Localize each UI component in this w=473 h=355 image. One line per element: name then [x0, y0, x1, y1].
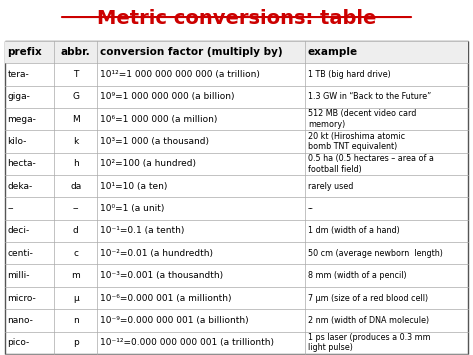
Text: T: T [73, 70, 79, 79]
Text: n: n [73, 316, 79, 325]
Text: 10¹²=1 000 000 000 000 (a trillion): 10¹²=1 000 000 000 000 (a trillion) [100, 70, 260, 79]
Text: 0.5 ha (0.5 hectares – area of a
football field): 0.5 ha (0.5 hectares – area of a footbal… [308, 154, 434, 174]
Text: tera-: tera- [8, 70, 29, 79]
Text: --: -- [308, 204, 314, 213]
Text: p: p [73, 338, 79, 347]
Text: 10⁻⁹=0.000 000 001 (a billionth): 10⁻⁹=0.000 000 001 (a billionth) [100, 316, 248, 325]
Text: --: -- [72, 204, 79, 213]
Text: 1.3 GW in “Back to the Future”: 1.3 GW in “Back to the Future” [308, 92, 431, 101]
Text: giga-: giga- [8, 92, 30, 101]
Text: 10⁻³=0.001 (a thousandth): 10⁻³=0.001 (a thousandth) [100, 271, 223, 280]
Text: 50 cm (average newborn  length): 50 cm (average newborn length) [308, 249, 443, 258]
Text: 1 dm (width of a hand): 1 dm (width of a hand) [308, 226, 400, 235]
Text: example: example [308, 47, 358, 57]
Text: 10⁹=1 000 000 000 (a billion): 10⁹=1 000 000 000 (a billion) [100, 92, 234, 101]
Text: h: h [73, 159, 79, 168]
Text: conversion factor (multiply by): conversion factor (multiply by) [100, 47, 282, 57]
Text: deci-: deci- [8, 226, 30, 235]
Text: d: d [73, 226, 79, 235]
Text: abbr.: abbr. [61, 47, 90, 57]
Text: 1 ps laser (produces a 0.3 mm
light pulse): 1 ps laser (produces a 0.3 mm light puls… [308, 333, 430, 353]
Text: 10²=100 (a hundred): 10²=100 (a hundred) [100, 159, 196, 168]
Text: pico-: pico- [8, 338, 30, 347]
Text: mega-: mega- [8, 115, 36, 124]
Text: micro-: micro- [8, 294, 36, 302]
Text: 2 nm (width of DNA molecule): 2 nm (width of DNA molecule) [308, 316, 429, 325]
FancyBboxPatch shape [5, 41, 468, 354]
Text: 1 TB (big hard drive): 1 TB (big hard drive) [308, 70, 391, 79]
Text: centi-: centi- [8, 249, 34, 258]
Text: c: c [73, 249, 78, 258]
Text: 10¹=10 (a ten): 10¹=10 (a ten) [100, 182, 167, 191]
Text: milli-: milli- [8, 271, 30, 280]
Text: G: G [72, 92, 79, 101]
FancyBboxPatch shape [5, 41, 468, 63]
Text: nano-: nano- [8, 316, 34, 325]
Text: kilo-: kilo- [8, 137, 27, 146]
Text: hecta-: hecta- [8, 159, 36, 168]
Text: 10³=1 000 (a thousand): 10³=1 000 (a thousand) [100, 137, 209, 146]
Text: m: m [71, 271, 80, 280]
Text: rarely used: rarely used [308, 182, 353, 191]
Text: da: da [70, 182, 81, 191]
Text: Metric conversions: table: Metric conversions: table [97, 9, 376, 28]
Text: 8 mm (width of a pencil): 8 mm (width of a pencil) [308, 271, 407, 280]
Text: 10⁻¹²=0.000 000 000 001 (a trillionth): 10⁻¹²=0.000 000 000 001 (a trillionth) [100, 338, 274, 347]
Text: 10⁶=1 000 000 (a million): 10⁶=1 000 000 (a million) [100, 115, 217, 124]
Text: 10⁰=1 (a unit): 10⁰=1 (a unit) [100, 204, 164, 213]
Text: 10⁻²=0.01 (a hundredth): 10⁻²=0.01 (a hundredth) [100, 249, 213, 258]
Text: μ: μ [73, 294, 79, 302]
Text: prefix: prefix [8, 47, 42, 57]
Text: 7 μm (size of a red blood cell): 7 μm (size of a red blood cell) [308, 294, 428, 302]
Text: 10⁻¹=0.1 (a tenth): 10⁻¹=0.1 (a tenth) [100, 226, 184, 235]
Text: M: M [72, 115, 79, 124]
Text: 512 MB (decent video card
memory): 512 MB (decent video card memory) [308, 109, 416, 129]
Text: --: -- [8, 204, 14, 213]
Text: 10⁻⁶=0.000 001 (a millionth): 10⁻⁶=0.000 001 (a millionth) [100, 294, 231, 302]
Text: 20 kt (Hiroshima atomic
bomb TNT equivalent): 20 kt (Hiroshima atomic bomb TNT equival… [308, 132, 405, 151]
Text: deka-: deka- [8, 182, 33, 191]
Text: k: k [73, 137, 79, 146]
